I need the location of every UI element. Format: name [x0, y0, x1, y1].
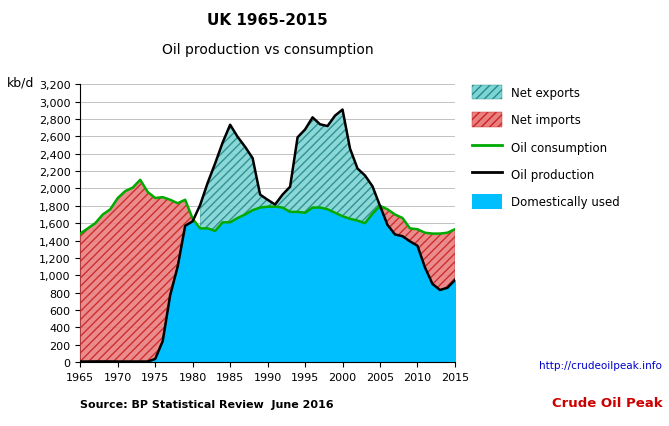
Text: UK 1965-2015: UK 1965-2015	[207, 13, 328, 28]
Text: Oil production vs consumption: Oil production vs consumption	[162, 43, 373, 57]
Text: Source: BP Statistical Review  June 2016: Source: BP Statistical Review June 2016	[80, 399, 334, 409]
Legend: Net exports, Net imports, Oil consumption, Oil production, Domestically used: Net exports, Net imports, Oil consumptio…	[472, 86, 619, 209]
Text: http://crudeoilpeak.info: http://crudeoilpeak.info	[539, 361, 662, 371]
Text: kb/d: kb/d	[7, 77, 34, 89]
Text: Crude Oil Peak: Crude Oil Peak	[552, 396, 662, 409]
